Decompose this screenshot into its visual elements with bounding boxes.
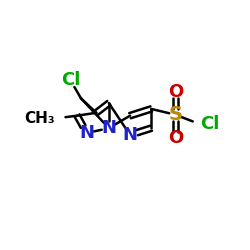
- Text: O: O: [168, 82, 183, 100]
- Text: O: O: [168, 129, 183, 147]
- Text: S: S: [168, 105, 182, 124]
- Text: CH₃: CH₃: [24, 111, 55, 126]
- Text: N: N: [122, 126, 138, 144]
- Text: Cl: Cl: [61, 71, 80, 89]
- Text: N: N: [102, 119, 116, 137]
- Text: Cl: Cl: [200, 115, 220, 133]
- Text: N: N: [79, 124, 94, 142]
